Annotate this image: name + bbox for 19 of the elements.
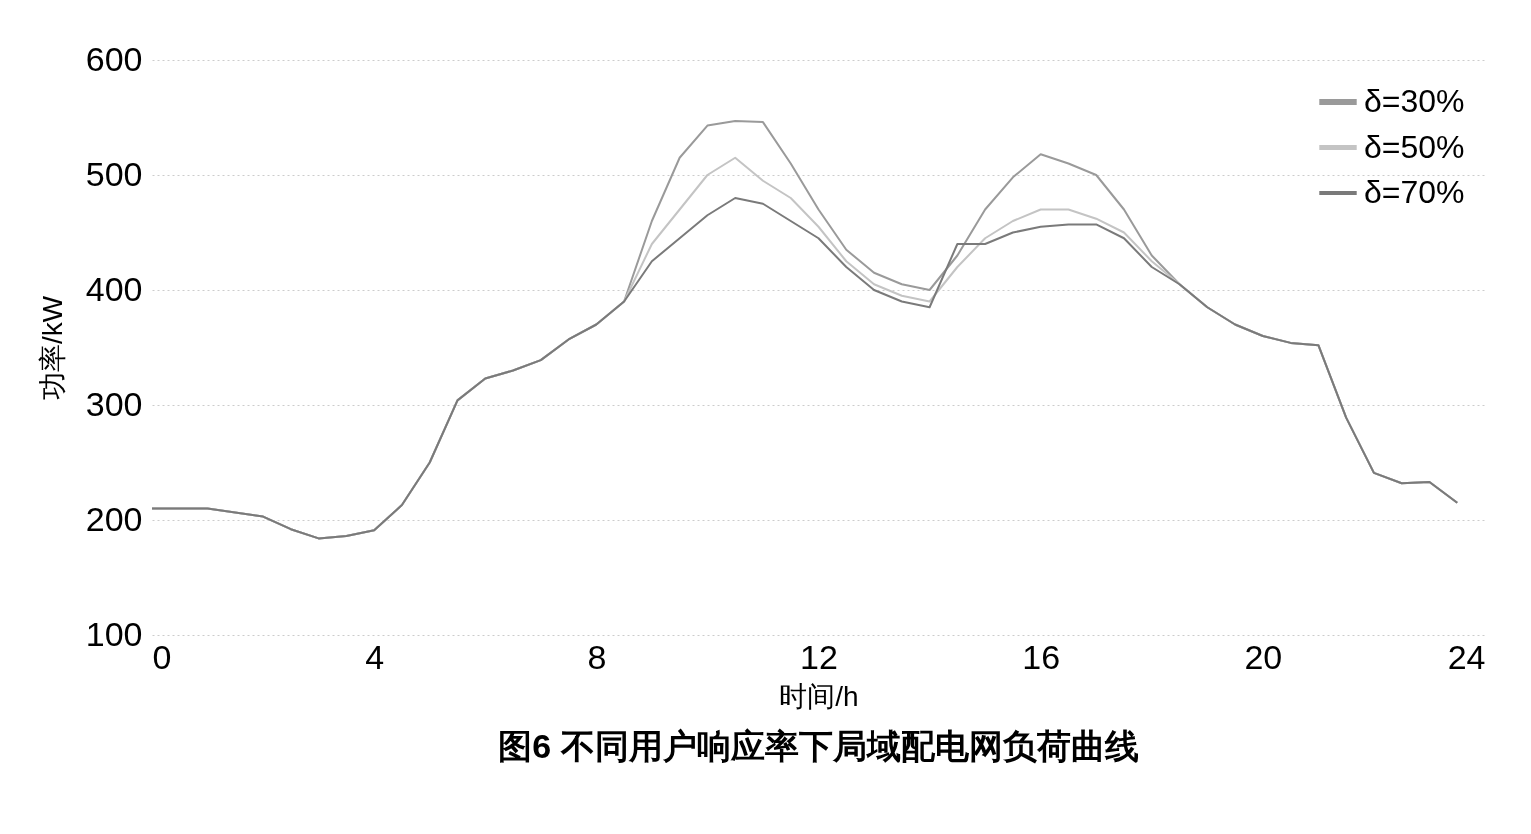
x-tick-label: 24	[1447, 637, 1486, 676]
legend-label: δ=30%	[1364, 83, 1465, 119]
y-tick-label: 600	[85, 39, 143, 78]
y-axis-title: 功率/kW	[36, 295, 68, 401]
y-tick-label: 500	[85, 154, 143, 193]
text: 图6 不同用户响应率下局域配电网负荷曲线	[498, 727, 1139, 765]
x-tick-label: 8	[587, 637, 607, 676]
legend-label: δ=50%	[1364, 128, 1465, 165]
x-tick-label: 0	[152, 637, 172, 676]
y-tick-label: 400	[85, 269, 143, 308]
x-tick-label: 20	[1244, 637, 1283, 676]
x-tick-label: 16	[1022, 637, 1061, 676]
x-tick-label: 4	[365, 637, 385, 676]
y-tick-label: 100	[85, 614, 143, 653]
x-tick-label: 12	[800, 637, 838, 676]
y-tick-label: 300	[85, 384, 143, 423]
x-axis-title: 时间/h	[779, 680, 859, 712]
y-tick-label: 200	[85, 499, 143, 538]
legend-label: δ=70%	[1364, 174, 1465, 210]
